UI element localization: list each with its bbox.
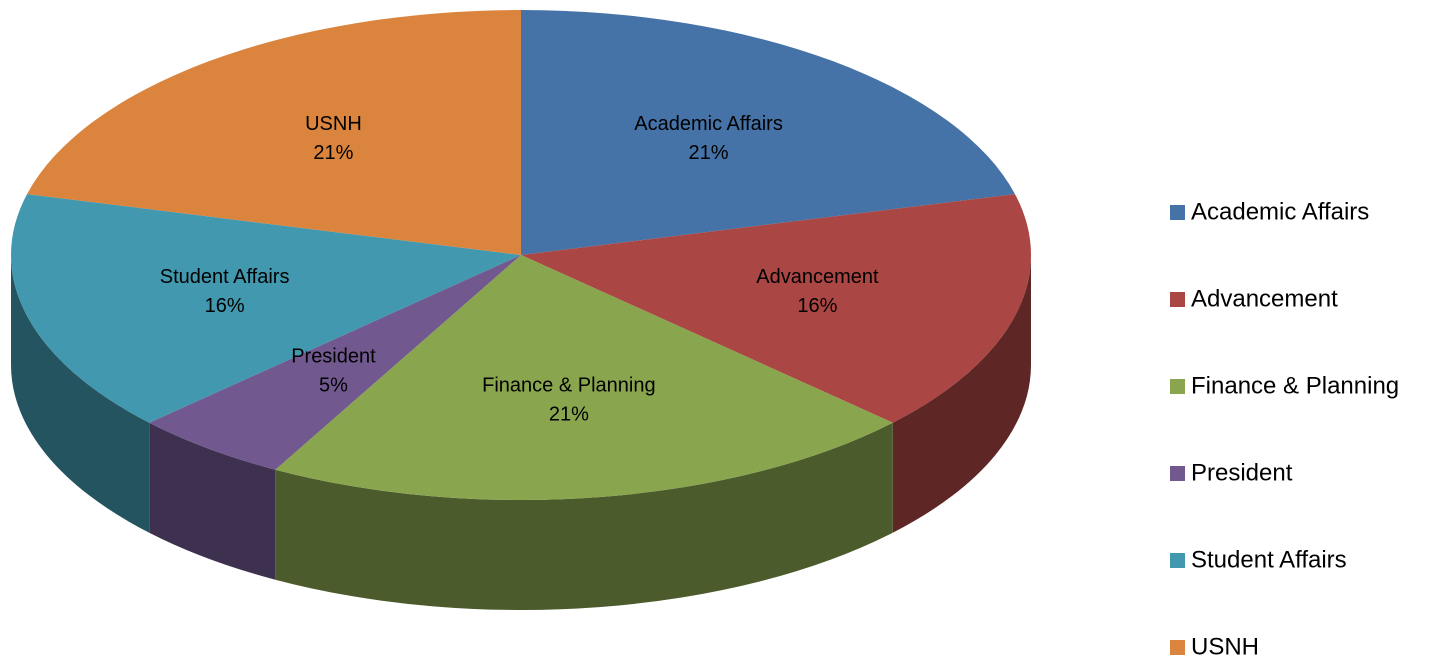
- legend-label: Advancement: [1191, 285, 1338, 312]
- pie-slice: [521, 194, 1031, 423]
- pie-side: [149, 422, 276, 580]
- data-label-value: 5%: [319, 374, 348, 396]
- data-label-value: 21%: [689, 142, 729, 164]
- pie-side: [11, 255, 150, 533]
- pie-slice: [10, 194, 521, 423]
- legend-label: President: [1191, 459, 1293, 486]
- data-label-name: Academic Affairs: [634, 113, 783, 135]
- data-label-value: 21%: [549, 403, 589, 425]
- legend-label: Student Affairs: [1191, 546, 1347, 573]
- data-label-name: Advancement: [756, 266, 879, 288]
- pie-side: [275, 422, 893, 610]
- legend-swatch: [1170, 292, 1185, 307]
- data-label-name: President: [291, 345, 376, 367]
- data-label-name: Student Affairs: [160, 266, 290, 288]
- pie-slice: [27, 10, 522, 255]
- pie-side: [892, 255, 1031, 533]
- pie-slice: [521, 10, 1015, 255]
- legend-swatch: [1170, 205, 1185, 220]
- legend-label: Academic Affairs: [1191, 198, 1369, 225]
- legend-swatch: [1170, 553, 1185, 568]
- legend-swatch: [1170, 379, 1185, 394]
- data-label-value: 21%: [313, 142, 353, 164]
- data-label-value: 16%: [797, 295, 837, 317]
- pie-slice: [149, 255, 521, 470]
- legend-label: USNH: [1191, 633, 1259, 660]
- pie-slice: [275, 255, 893, 500]
- legend-label: Finance & Planning: [1191, 372, 1399, 399]
- legend-swatch: [1170, 466, 1185, 481]
- data-label-name: Finance & Planning: [482, 374, 655, 396]
- data-label-name: USNH: [305, 113, 362, 135]
- data-label-value: 16%: [205, 295, 245, 317]
- legend-swatch: [1170, 640, 1185, 655]
